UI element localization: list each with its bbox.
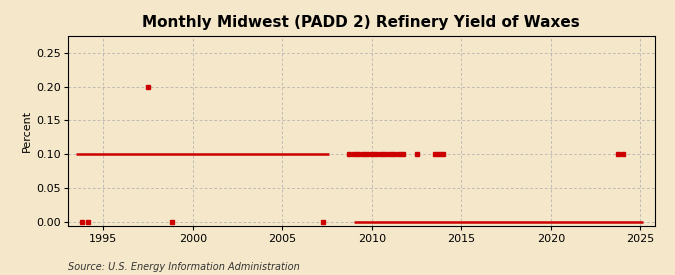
Title: Monthly Midwest (PADD 2) Refinery Yield of Waxes: Monthly Midwest (PADD 2) Refinery Yield …	[142, 15, 580, 31]
Y-axis label: Percent: Percent	[22, 109, 32, 152]
Text: Source: U.S. Energy Information Administration: Source: U.S. Energy Information Administ…	[68, 262, 299, 272]
